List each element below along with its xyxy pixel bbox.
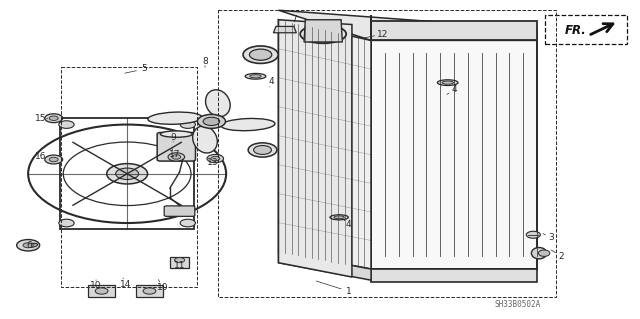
Polygon shape [273, 26, 296, 33]
Polygon shape [371, 41, 537, 269]
FancyBboxPatch shape [164, 206, 195, 216]
Ellipse shape [300, 25, 346, 43]
Circle shape [23, 243, 33, 248]
Circle shape [17, 240, 40, 251]
Ellipse shape [442, 81, 454, 84]
Circle shape [180, 219, 195, 227]
Ellipse shape [308, 28, 339, 40]
Ellipse shape [531, 248, 547, 259]
Circle shape [45, 155, 63, 164]
Circle shape [49, 116, 58, 121]
Circle shape [207, 154, 223, 163]
Ellipse shape [245, 73, 266, 79]
Circle shape [107, 164, 148, 184]
Text: 4: 4 [451, 85, 457, 94]
Ellipse shape [248, 143, 277, 157]
Polygon shape [278, 252, 371, 280]
Text: 10: 10 [157, 283, 168, 292]
Circle shape [211, 156, 220, 161]
Ellipse shape [26, 243, 38, 247]
Text: 17: 17 [169, 150, 180, 159]
Circle shape [526, 231, 540, 238]
Circle shape [49, 157, 58, 162]
Text: 11: 11 [173, 261, 185, 271]
Text: SH33B0502A: SH33B0502A [495, 300, 541, 309]
Polygon shape [371, 269, 537, 282]
Circle shape [116, 168, 139, 180]
Text: 4: 4 [269, 77, 275, 86]
Circle shape [174, 258, 184, 263]
Ellipse shape [330, 215, 348, 220]
Text: 5: 5 [141, 64, 147, 73]
Circle shape [180, 121, 195, 128]
Circle shape [59, 121, 74, 128]
Text: 14: 14 [120, 279, 131, 288]
FancyBboxPatch shape [88, 285, 115, 297]
Ellipse shape [253, 145, 271, 154]
Circle shape [59, 219, 74, 227]
Text: 12: 12 [377, 30, 388, 39]
FancyBboxPatch shape [170, 257, 189, 269]
Ellipse shape [148, 112, 202, 124]
Text: 2: 2 [559, 252, 564, 261]
Text: 9: 9 [170, 133, 176, 142]
Polygon shape [278, 20, 352, 277]
Text: 16: 16 [35, 152, 47, 161]
Text: 6: 6 [26, 241, 32, 250]
Text: 15: 15 [35, 114, 47, 123]
Circle shape [45, 114, 63, 123]
Circle shape [203, 117, 220, 125]
Circle shape [172, 155, 180, 159]
Circle shape [143, 288, 156, 294]
Ellipse shape [221, 118, 275, 131]
Ellipse shape [334, 216, 344, 219]
Ellipse shape [538, 250, 550, 256]
Ellipse shape [316, 31, 331, 37]
Text: 4: 4 [346, 220, 351, 229]
Bar [60, 118, 194, 229]
Text: 13: 13 [207, 158, 218, 167]
Ellipse shape [437, 80, 458, 85]
Ellipse shape [250, 49, 272, 60]
Ellipse shape [161, 131, 192, 137]
Circle shape [197, 115, 225, 128]
Bar [545, 15, 627, 44]
Text: 7: 7 [292, 15, 298, 24]
Polygon shape [278, 10, 537, 41]
Polygon shape [371, 21, 537, 41]
Circle shape [95, 288, 108, 294]
Ellipse shape [205, 90, 230, 117]
Ellipse shape [243, 46, 278, 63]
Ellipse shape [193, 126, 218, 153]
Text: 10: 10 [90, 281, 101, 290]
FancyBboxPatch shape [136, 285, 163, 297]
Ellipse shape [250, 75, 261, 78]
Text: 8: 8 [202, 56, 208, 65]
Text: FR.: FR. [564, 24, 586, 37]
Polygon shape [278, 20, 371, 269]
Polygon shape [304, 20, 342, 42]
Text: 1: 1 [346, 287, 351, 296]
FancyBboxPatch shape [157, 132, 195, 161]
Text: 3: 3 [548, 233, 554, 242]
Circle shape [168, 153, 184, 161]
